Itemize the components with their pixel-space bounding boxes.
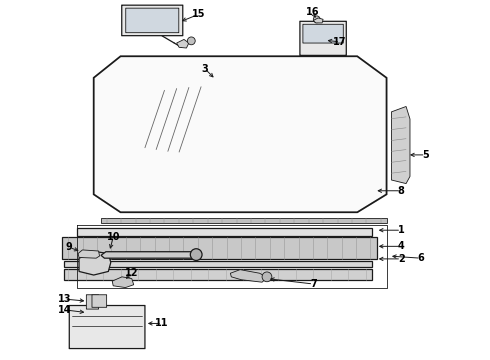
FancyBboxPatch shape bbox=[92, 295, 107, 307]
Polygon shape bbox=[392, 107, 410, 184]
Text: 1: 1 bbox=[398, 225, 405, 235]
FancyBboxPatch shape bbox=[303, 24, 343, 43]
FancyBboxPatch shape bbox=[86, 295, 98, 309]
Text: 13: 13 bbox=[58, 294, 71, 304]
Text: 14: 14 bbox=[58, 305, 71, 315]
Text: 8: 8 bbox=[398, 186, 405, 196]
Polygon shape bbox=[62, 237, 377, 259]
Text: 5: 5 bbox=[422, 150, 429, 160]
Text: 7: 7 bbox=[310, 279, 317, 289]
Circle shape bbox=[190, 249, 202, 260]
Text: 10: 10 bbox=[106, 232, 120, 242]
Polygon shape bbox=[230, 270, 267, 282]
Text: 16: 16 bbox=[306, 7, 319, 17]
Text: 11: 11 bbox=[155, 319, 169, 328]
Circle shape bbox=[313, 16, 320, 23]
Polygon shape bbox=[101, 218, 387, 223]
FancyBboxPatch shape bbox=[300, 21, 346, 55]
Polygon shape bbox=[177, 40, 189, 48]
Circle shape bbox=[262, 272, 272, 282]
Text: 6: 6 bbox=[417, 253, 424, 263]
Circle shape bbox=[187, 37, 195, 45]
FancyBboxPatch shape bbox=[122, 5, 183, 36]
Polygon shape bbox=[64, 269, 372, 280]
Text: 2: 2 bbox=[398, 254, 405, 264]
Polygon shape bbox=[64, 261, 372, 267]
Polygon shape bbox=[79, 252, 111, 275]
Text: 15: 15 bbox=[192, 9, 205, 19]
Text: 3: 3 bbox=[201, 64, 208, 74]
Polygon shape bbox=[76, 228, 372, 235]
FancyBboxPatch shape bbox=[69, 306, 145, 348]
FancyBboxPatch shape bbox=[126, 8, 179, 33]
Polygon shape bbox=[313, 18, 323, 23]
Polygon shape bbox=[112, 277, 134, 288]
Text: 12: 12 bbox=[125, 267, 139, 278]
Polygon shape bbox=[101, 252, 196, 258]
Text: 4: 4 bbox=[398, 241, 405, 251]
Text: 9: 9 bbox=[66, 242, 73, 252]
Text: 17: 17 bbox=[333, 37, 347, 47]
Polygon shape bbox=[94, 56, 387, 212]
Polygon shape bbox=[78, 250, 99, 258]
